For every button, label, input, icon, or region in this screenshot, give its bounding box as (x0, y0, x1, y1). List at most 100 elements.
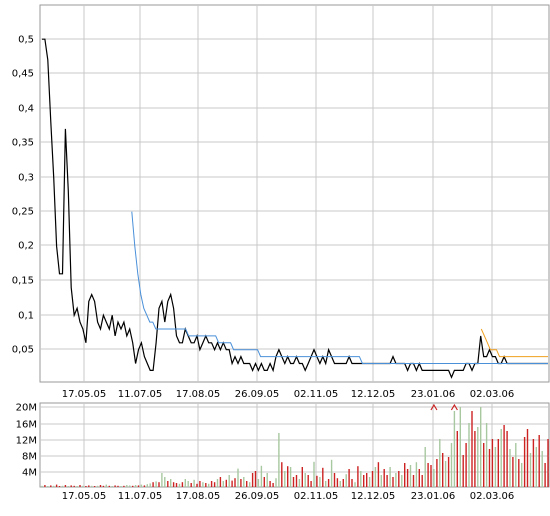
volume-bar (468, 423, 470, 487)
volume-bar (412, 475, 415, 487)
volume-bar (319, 477, 321, 487)
volume-bar (55, 484, 58, 487)
volume-bar (91, 485, 93, 487)
volume-bar (389, 467, 391, 487)
volume-bar (53, 485, 55, 487)
volume-bar (547, 439, 549, 487)
volume-bar (395, 473, 397, 487)
volume-bar (406, 469, 409, 487)
volume-bar (427, 463, 429, 487)
volume-bar (538, 435, 540, 487)
price-x-tick-label: 02.03.06 (470, 389, 515, 400)
volume-bar (187, 481, 189, 487)
volume-bar (330, 459, 333, 487)
volume-bar (491, 439, 494, 487)
volume-bar (327, 479, 330, 487)
volume-bar (485, 423, 488, 487)
volume-bar (544, 463, 546, 487)
volume-bar (310, 481, 312, 487)
volume-bar (535, 447, 537, 487)
volume-bar (79, 485, 81, 487)
price-grid (40, 5, 549, 382)
volume-bar (88, 485, 90, 487)
volume-bar (509, 449, 511, 487)
volume-y-tick-label: 16M (16, 420, 37, 431)
volume-bar (266, 473, 268, 487)
volume-bar (93, 486, 96, 487)
volume-bar (117, 485, 119, 487)
volume-bar (304, 473, 306, 487)
volume-bar (488, 449, 491, 487)
volume-bar (70, 485, 72, 487)
volume-bar (363, 475, 365, 487)
volume-bar (316, 475, 318, 487)
volume-clipped-arrow (450, 403, 458, 411)
volume-bar (243, 477, 245, 487)
volume-bar (102, 485, 105, 487)
price-x-tick-label: 17.08.05 (176, 389, 221, 400)
volume-bar (342, 479, 344, 487)
volume-bar (105, 484, 107, 487)
volume-bar (178, 483, 181, 487)
volume-bar (260, 465, 263, 487)
volume-bar (134, 485, 137, 487)
volume-bar (333, 473, 336, 487)
volume-bar (251, 473, 254, 487)
volume-plot-frame (39, 402, 550, 488)
volume-bar (483, 443, 485, 487)
volume-bar (313, 461, 315, 487)
price-y-tick-label: 0,15 (12, 276, 34, 287)
volume-bar (447, 457, 450, 487)
volume-bar (377, 462, 380, 487)
volume-bar (368, 477, 371, 487)
volume-bar (111, 486, 113, 487)
volume-bar (140, 484, 143, 487)
volume-bar (228, 475, 230, 487)
volume-bar (76, 486, 78, 487)
volume-bar (272, 483, 274, 487)
volume-bar (442, 453, 444, 487)
volume-bar (295, 475, 298, 487)
volume-bar (380, 475, 382, 487)
volume-bar (480, 407, 482, 487)
volume-bar (184, 479, 186, 487)
volume-bar (137, 485, 140, 487)
volume-bar (278, 433, 280, 487)
volume-bar (459, 407, 461, 487)
volume-x-tick-label: 23.01.06 (411, 491, 456, 502)
volume-bar (155, 481, 157, 487)
volume-bar (240, 479, 242, 487)
volume-bar (190, 483, 192, 487)
volume-bar (521, 463, 523, 487)
volume-bar (465, 443, 467, 487)
volume-bar (73, 485, 75, 487)
volume-bar (281, 462, 283, 487)
volume-bar (67, 486, 69, 487)
volume-bar (409, 465, 412, 487)
volume-bar (269, 481, 271, 487)
volume-bar (325, 481, 327, 487)
volume-bar (515, 443, 517, 487)
volume-bar (108, 485, 110, 487)
volume-bar (254, 471, 257, 487)
price-y-tick-label: 0,35 (12, 138, 34, 149)
volume-bar (374, 467, 377, 487)
volume-bar (477, 427, 479, 487)
volume-bar (471, 411, 473, 487)
price-series-line-1 (131, 211, 548, 364)
volume-bar (284, 471, 286, 487)
volume-bar (354, 482, 356, 487)
price-y-tick-label: 0,1 (18, 311, 34, 322)
volume-bar (541, 451, 543, 487)
volume-bar (518, 459, 520, 487)
volume-bar (208, 483, 210, 487)
price-x-tick-label: 02.11.05 (294, 389, 339, 400)
volume-clipped-arrow (430, 403, 438, 411)
price-y-tick-label: 0,25 (12, 207, 34, 218)
volume-bar (503, 425, 505, 487)
volume-bar (96, 485, 99, 487)
volume-bar (345, 474, 347, 487)
volume-bar (114, 485, 116, 487)
volume-bars (41, 407, 549, 487)
volume-x-tick-label: 17.08.05 (176, 491, 221, 502)
